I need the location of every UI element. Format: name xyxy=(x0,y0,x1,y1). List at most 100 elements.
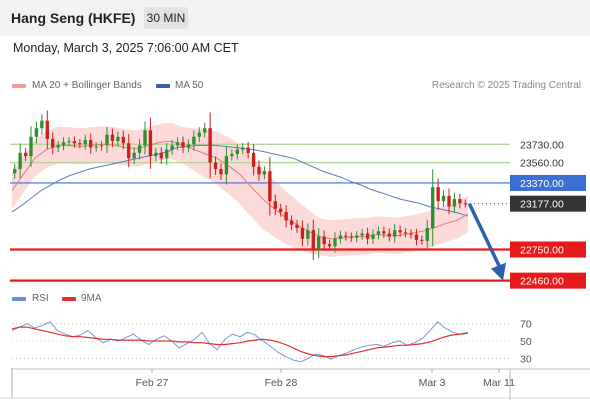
candle-body xyxy=(110,134,115,142)
candle-body xyxy=(420,239,424,241)
candle-body xyxy=(338,235,343,239)
candle-body xyxy=(333,238,337,247)
chart-datetime: Monday, March 3, 2025 7:06:00 AM CET xyxy=(13,41,239,55)
x-tick-label: Mar 3 xyxy=(419,377,446,389)
candle-body xyxy=(447,195,451,207)
candle-body xyxy=(284,211,288,221)
candle-body xyxy=(279,208,283,212)
candle-body xyxy=(159,152,163,159)
candle-body xyxy=(13,168,17,174)
legend-swatch-9ma xyxy=(62,297,76,301)
candle-body xyxy=(148,130,153,157)
candle-body xyxy=(458,199,462,204)
forecast-arrow-head xyxy=(491,262,506,281)
candle-body xyxy=(393,230,397,237)
candle-body xyxy=(121,136,125,144)
chart-header: Hang Seng (HKFE) 30 MIN xyxy=(0,0,590,36)
candle-body xyxy=(72,141,77,144)
candle-body xyxy=(349,236,353,238)
rsi-9ma-line xyxy=(11,326,469,358)
candle-body xyxy=(192,136,196,145)
candle-body xyxy=(431,187,435,229)
level-label-box xyxy=(510,272,586,289)
research-credit: Research © 2025 Trading Central xyxy=(431,80,581,91)
candle-body xyxy=(387,233,391,237)
legend-ma50: MA 50 xyxy=(175,80,204,91)
candle-body xyxy=(56,145,60,148)
candle-body xyxy=(197,132,201,137)
candle-body xyxy=(251,152,256,167)
candle-body xyxy=(23,152,28,157)
candle-body xyxy=(382,231,386,234)
level-label: 22750.00 xyxy=(520,245,564,257)
x-tick-label: Mar 11 xyxy=(483,377,515,389)
candle-body xyxy=(219,168,223,175)
candle-body xyxy=(137,145,142,153)
candle-body xyxy=(143,130,147,146)
candle-body xyxy=(154,152,158,157)
candle-body xyxy=(213,162,218,169)
level-label: 23560.00 xyxy=(520,158,564,170)
candle-body xyxy=(289,220,294,225)
candle-body xyxy=(441,195,446,202)
legend-swatch-rsi xyxy=(12,297,26,301)
candle-body xyxy=(300,228,305,239)
candle-body xyxy=(360,233,364,236)
candle-body xyxy=(99,145,104,147)
level-label-box xyxy=(510,174,586,191)
candle-body xyxy=(262,171,267,175)
rsi-tick-label: 70 xyxy=(520,319,532,331)
x-tick-label: Feb 28 xyxy=(265,377,298,389)
candle-body xyxy=(425,228,429,241)
level-label: 22460.00 xyxy=(520,276,564,288)
candle-body xyxy=(452,199,457,207)
candle-body xyxy=(224,156,229,175)
candle-body xyxy=(371,234,375,239)
legend-9ma: 9MA xyxy=(81,293,102,304)
x-tick-label: Feb 27 xyxy=(136,377,169,389)
level-label-box xyxy=(510,195,586,212)
bollinger-band xyxy=(12,122,468,257)
candle-body xyxy=(45,120,49,139)
level-label: 23177.00 xyxy=(520,199,564,211)
level-label: 23730.00 xyxy=(520,139,564,151)
candle-body xyxy=(268,171,272,202)
candle-body xyxy=(181,142,185,148)
ma50-line xyxy=(11,144,469,217)
candle-body xyxy=(295,224,299,229)
rsi-tick-label: 30 xyxy=(520,353,532,365)
candle-body xyxy=(186,144,191,148)
candle-body xyxy=(29,136,33,157)
forecast-arrow-shaft xyxy=(467,202,501,267)
candle-body xyxy=(409,233,413,235)
candle-body xyxy=(175,142,180,146)
candle-body xyxy=(311,230,315,250)
candle-body xyxy=(40,120,44,129)
candle-body xyxy=(246,147,250,153)
candle-body xyxy=(165,149,169,159)
candle-body xyxy=(344,235,348,237)
candle-body xyxy=(105,134,109,146)
candle-body xyxy=(94,146,98,148)
legend-swatch-ma50 xyxy=(156,84,170,88)
timeframe-button[interactable]: 30 MIN xyxy=(144,7,188,29)
candle-body xyxy=(127,143,131,159)
legend-ma-bollinger: MA 20 + Bollinger Bands xyxy=(32,80,142,91)
candle-body xyxy=(235,149,239,154)
candle-body xyxy=(365,233,370,239)
ma20-line xyxy=(11,140,469,240)
candle-body xyxy=(273,201,277,209)
candle-body xyxy=(322,236,326,245)
candle-body xyxy=(51,138,55,148)
candle-body xyxy=(208,128,212,163)
level-label-box xyxy=(510,241,586,258)
candle-body xyxy=(317,236,321,250)
candle-body xyxy=(132,152,136,159)
candle-body xyxy=(376,231,381,235)
rsi-tick-label: 50 xyxy=(520,336,532,348)
candle-body xyxy=(241,147,245,150)
candle-body xyxy=(61,142,66,146)
level-label: 23370.00 xyxy=(520,178,564,190)
candle-body xyxy=(398,230,402,233)
rsi-line xyxy=(11,321,469,363)
